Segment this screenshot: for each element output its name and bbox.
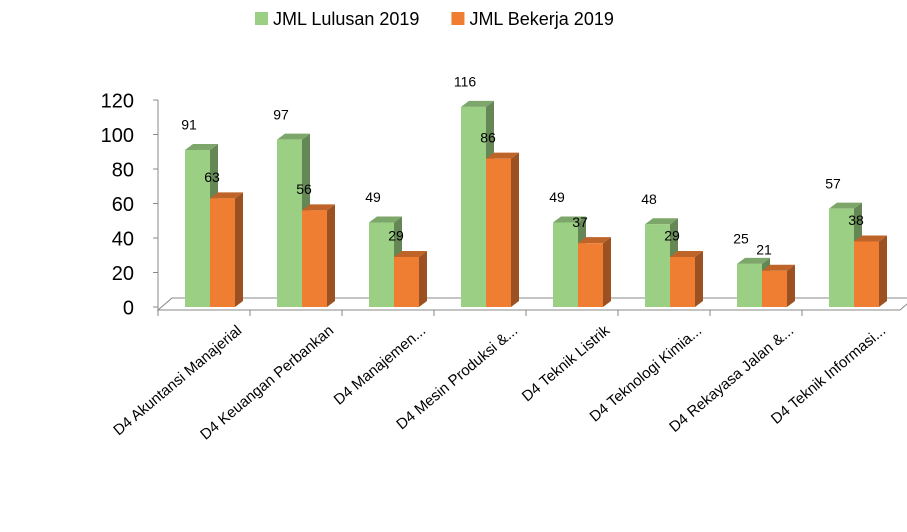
bar — [762, 264, 795, 307]
bar-front — [854, 241, 879, 307]
bar — [645, 218, 678, 307]
bar-front — [394, 256, 419, 307]
value-label: 29 — [388, 228, 404, 244]
bar-front — [277, 139, 302, 307]
bar-side — [879, 235, 887, 307]
bar-top — [670, 250, 703, 257]
bar-front — [461, 106, 486, 308]
bar — [486, 152, 519, 307]
bar-front — [645, 224, 670, 307]
bar-front — [829, 208, 854, 307]
floor — [156, 297, 907, 311]
bar-side — [787, 264, 795, 307]
bar-front — [369, 222, 394, 307]
value-label: 56 — [296, 181, 312, 197]
bar-top — [302, 204, 335, 211]
bar-front — [302, 210, 327, 307]
legend-swatch — [451, 12, 465, 25]
legend-swatch — [255, 12, 268, 25]
bar — [578, 237, 611, 307]
x-tick-label: D4 Teknik Listrik — [519, 322, 614, 405]
bar-front — [762, 270, 787, 307]
legend-label: JML Bekerja 2019 — [469, 9, 613, 29]
bar-side — [511, 152, 519, 307]
value-label: 86 — [480, 129, 496, 145]
bar — [670, 250, 703, 307]
y-tick-label: 0 — [123, 297, 134, 319]
bar-side — [419, 250, 427, 307]
bar-front — [737, 263, 762, 307]
bar-top — [185, 144, 218, 151]
bar-top — [210, 192, 243, 199]
value-label: 48 — [641, 191, 657, 207]
bar-top — [394, 250, 427, 257]
x-tick-label: D4 Manajemen... — [331, 322, 429, 408]
bar-front — [185, 150, 210, 307]
bar — [854, 235, 887, 307]
value-label: 29 — [664, 228, 680, 244]
bar-side — [695, 250, 703, 307]
bar-top — [854, 235, 887, 242]
bar-top — [737, 257, 770, 264]
y-tick-label: 40 — [112, 228, 134, 250]
bar-front — [553, 222, 578, 307]
value-label: 25 — [733, 231, 749, 247]
bar-top — [829, 202, 862, 209]
bar-top — [486, 152, 519, 159]
value-label: 91 — [181, 117, 197, 133]
bar — [302, 204, 335, 307]
bar-front — [578, 243, 603, 307]
bar-side — [603, 237, 611, 307]
bar-top — [553, 216, 586, 223]
value-label: 49 — [365, 189, 381, 205]
bar-top — [645, 218, 678, 225]
bar-top — [578, 237, 611, 244]
value-label: 49 — [549, 189, 565, 205]
bar-front — [486, 158, 511, 307]
bar — [394, 250, 427, 307]
bar-side — [327, 204, 335, 307]
y-tick-label: 100 — [101, 125, 134, 147]
y-tick-label: 20 — [112, 263, 134, 285]
bar-top — [461, 100, 494, 107]
value-label: 38 — [848, 212, 864, 228]
y-tick-label: 120 — [101, 90, 134, 112]
bar-top — [277, 133, 310, 140]
bar — [210, 192, 243, 307]
value-label: 37 — [572, 214, 588, 230]
y-tick-label: 80 — [112, 159, 134, 181]
bar-side — [235, 192, 243, 307]
value-label: 21 — [756, 241, 772, 257]
value-label: 57 — [825, 175, 841, 191]
bar-front — [210, 198, 235, 307]
value-label: 116 — [454, 74, 477, 90]
bar-front — [670, 256, 695, 307]
bar-top — [762, 264, 795, 271]
y-tick-label: 60 — [112, 194, 134, 216]
value-label: 63 — [204, 169, 220, 185]
bar-top — [369, 216, 402, 223]
legend-label: JML Lulusan 2019 — [273, 9, 419, 29]
value-label: 97 — [273, 106, 289, 122]
